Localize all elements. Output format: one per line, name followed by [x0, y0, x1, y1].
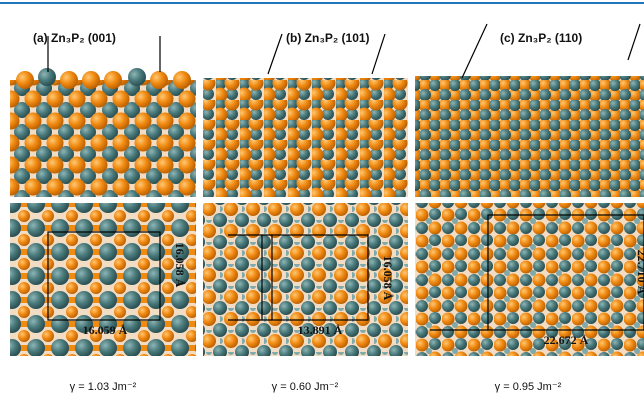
height-label: 16.058 Å [173, 243, 187, 288]
surface-energy: γ = 0.95 Jm⁻² [495, 381, 562, 393]
panel-label: (a) Zn₃P₂ (001) [33, 31, 116, 45]
surface-energy: γ = 0.60 Jm⁻² [272, 381, 339, 393]
panel-label: (c) Zn₃P₂ (110) [500, 31, 582, 45]
panel-label: (b) Zn₃P₂ (101) [286, 31, 370, 45]
structure-side-b [203, 78, 408, 197]
figure: (a) Zn₃P₂ (001) (b) Zn₃P₂ (101) (c) Zn₃P… [0, 0, 644, 401]
width-label: 22.672 Å [544, 333, 589, 347]
height-label: 16.058 Å [381, 256, 395, 301]
height-label: 22.710 Å [635, 250, 644, 295]
width-label: 13.891 Å [298, 323, 343, 337]
width-label: 16.059 Å [83, 323, 128, 337]
structure-top-c [415, 203, 644, 356]
structure-side-a [10, 80, 196, 197]
surface-energy: γ = 1.03 Jm⁻² [70, 381, 137, 393]
structure-side-c [415, 76, 644, 197]
